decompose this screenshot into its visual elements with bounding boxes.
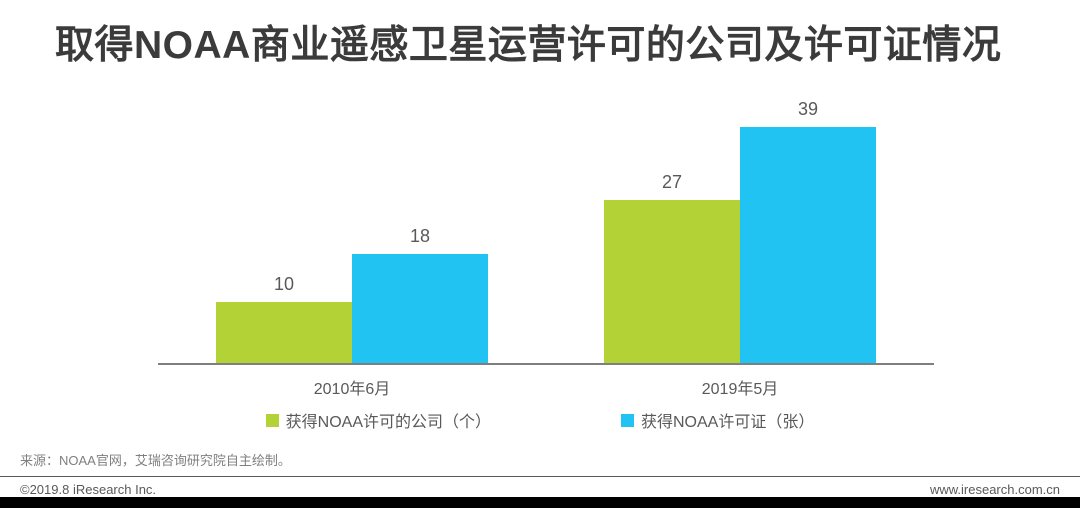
bar-column: 39 (740, 100, 876, 363)
legend-swatch-icon (265, 413, 279, 427)
bottom-black-bar (0, 497, 1080, 508)
x-axis-label: 2010年6月 (313, 381, 391, 398)
chart-title: 取得NOAA商业遥感卫星运营许可的公司及许可证情况 (55, 24, 1002, 67)
bar-value-label: 27 (661, 172, 683, 192)
x-axis-label: 2019年5月 (701, 381, 779, 398)
bar-value-label: 18 (409, 226, 431, 246)
bar-chart-plot: 10 18 2010年6月 27 39 2019年5月 (158, 100, 934, 398)
bar (740, 127, 876, 363)
bar-value-label: 39 (797, 99, 819, 119)
footer-website: www.iresearch.com.cn (929, 482, 1060, 497)
bar (352, 254, 488, 363)
bar (604, 200, 740, 363)
bar-group: 10 18 2010年6月 (216, 121, 488, 398)
bar (216, 302, 352, 363)
bar-group: 27 39 2019年5月 (604, 100, 876, 398)
legend: 获得NOAA许可的公司（个） 获得NOAA许可证（张） (0, 408, 1080, 432)
legend-item: 获得NOAA许可证（张） (621, 408, 814, 432)
legend-swatch-icon (621, 413, 634, 427)
bar-column: 27 (604, 173, 740, 363)
legend-label: 获得NOAA许可的公司（个） (285, 414, 491, 431)
legend-label: 获得NOAA许可证（张） (641, 414, 815, 431)
source-note: 来源：NOAA官网，艾瑞咨询研究院自主绘制。 (20, 453, 291, 468)
bar-column: 10 (216, 275, 352, 363)
footer-divider (0, 476, 1080, 477)
bar-value-label: 10 (273, 274, 295, 294)
bar-column: 18 (352, 227, 488, 363)
legend-item: 获得NOAA许可的公司（个） (265, 408, 491, 432)
footer-copyright: ©2019.8 iResearch Inc. (20, 482, 157, 497)
